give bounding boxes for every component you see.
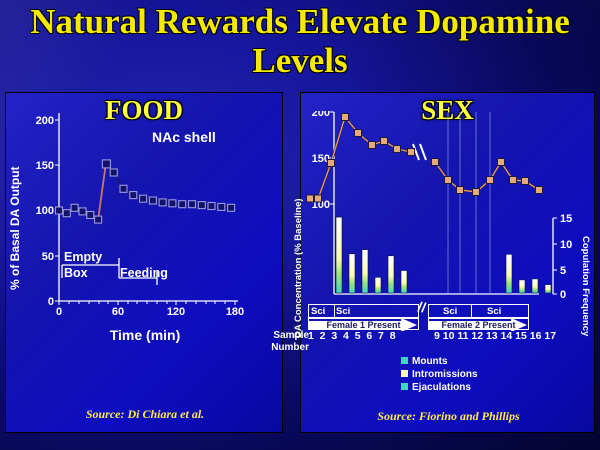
svg-text:150: 150 <box>36 160 54 172</box>
svg-text:50: 50 <box>42 251 54 263</box>
svg-text:10: 10 <box>560 239 572 251</box>
svg-text:180: 180 <box>226 306 244 318</box>
svg-text:15: 15 <box>560 213 572 225</box>
svg-text:Box: Box <box>64 266 88 280</box>
svg-text:0: 0 <box>56 306 62 318</box>
svg-text:Feeding: Feeding <box>120 266 168 280</box>
svg-text:60: 60 <box>112 306 124 318</box>
svg-text:0: 0 <box>560 289 566 301</box>
svg-text:0: 0 <box>48 296 54 308</box>
svg-text:5: 5 <box>560 265 566 277</box>
svg-text:100: 100 <box>36 205 54 217</box>
svg-text:200: 200 <box>36 115 54 127</box>
svg-text:200: 200 <box>312 111 330 119</box>
svg-text:120: 120 <box>167 306 185 318</box>
svg-text:Empty: Empty <box>64 250 102 264</box>
